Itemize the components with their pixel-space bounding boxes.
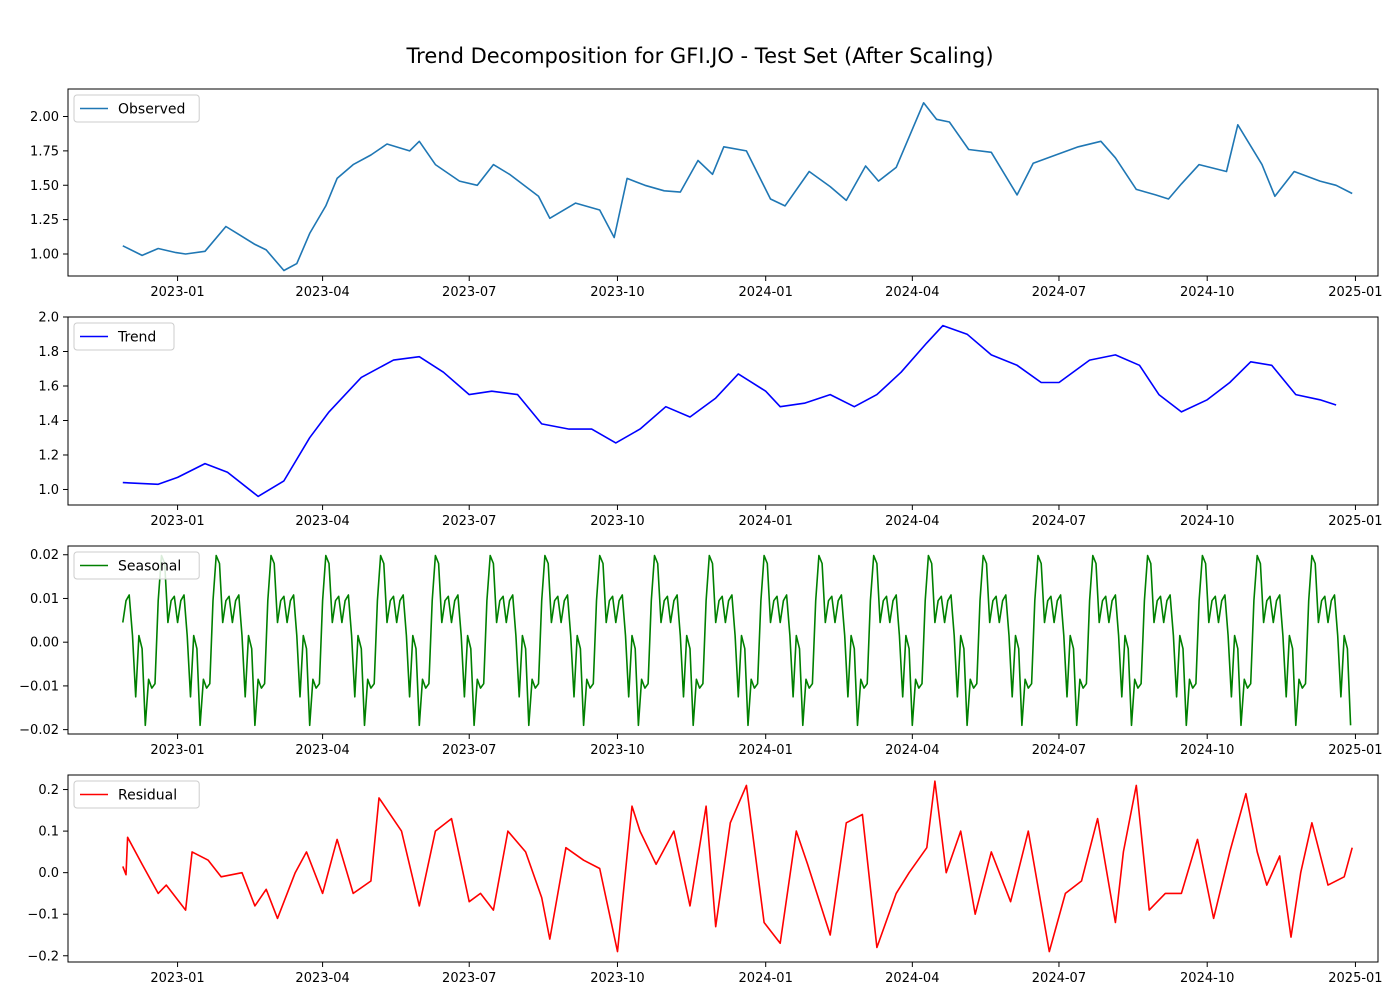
series-line-trend [122, 324, 1337, 498]
x-tick-label: 2024-10 [1180, 514, 1234, 529]
axes-frame [67, 545, 1379, 735]
chart-title: Trend Decomposition for GFI.JO - Test Se… [406, 44, 994, 68]
x-tick-label: 2024-01 [739, 971, 793, 986]
x-tick-label: 2024-07 [1032, 971, 1086, 986]
legend-box [73, 551, 200, 580]
x-tick-label: 2023-10 [590, 971, 644, 986]
x-tick-label: 2024-04 [885, 971, 939, 986]
y-tick-label: −0.2 [27, 949, 59, 964]
legend-label: Trend [117, 330, 156, 346]
axes-frame [67, 316, 1379, 506]
series-line-residual [122, 780, 1353, 953]
x-tick-label: 2023-04 [295, 514, 349, 529]
legend-label: Seasonal [118, 559, 181, 575]
x-tick-label: 2023-04 [295, 285, 349, 300]
x-tick-label: 2024-10 [1180, 971, 1234, 986]
x-tick-label: 2023-07 [442, 971, 496, 986]
x-tick-label: 2024-01 [739, 743, 793, 758]
legend-label: Observed [118, 102, 185, 118]
y-tick-label: 1.8 [38, 345, 59, 360]
y-tick-label: −0.02 [19, 723, 59, 738]
x-tick-label: 2024-04 [885, 514, 939, 529]
legend: Observed [73, 94, 200, 123]
x-tick-label: 2024-01 [739, 514, 793, 529]
subplot-2: 2023-01 2023-04 2023-07 2023-10 2024-01 2024-… [38, 311, 1382, 530]
legend-box [73, 94, 200, 123]
legend: Residual [73, 780, 200, 809]
legend-label: Residual [118, 788, 177, 804]
x-tick-label: 2023-01 [150, 285, 204, 300]
x-tick-label: 2023-01 [150, 743, 204, 758]
x-tick-label: 2024-10 [1180, 285, 1234, 300]
y-tick-label: −0.01 [19, 679, 59, 694]
x-tick-label: 2023-10 [590, 285, 644, 300]
x-tick-label: 2023-01 [150, 971, 204, 986]
subplot-1: 2023-01 2023-04 2023-07 2023-10 2024-01 2024-… [30, 88, 1383, 300]
y-tick-label: 1.25 [30, 213, 59, 228]
legend-box [73, 322, 175, 351]
x-tick-label: 2023-04 [295, 971, 349, 986]
x-tick-label: 2025-01 [1328, 743, 1382, 758]
x-tick-label: 2023-10 [590, 514, 644, 529]
y-tick-label: 1.2 [38, 448, 59, 463]
x-tick-label: 2024-04 [885, 743, 939, 758]
y-tick-label: 0.01 [30, 592, 59, 607]
x-tick-label: 2024-01 [739, 285, 793, 300]
y-tick-label: 1.00 [30, 248, 59, 263]
y-tick-label: 1.4 [38, 414, 59, 429]
y-tick-label: 1.6 [38, 379, 59, 394]
x-tick-label: 2025-01 [1328, 285, 1382, 300]
y-tick-label: 0.00 [30, 636, 59, 651]
x-tick-label: 2024-07 [1032, 514, 1086, 529]
y-tick-label: 0.02 [30, 548, 59, 563]
x-tick-label: 2024-07 [1032, 285, 1086, 300]
x-tick-label: 2024-04 [885, 285, 939, 300]
legend: Seasonal [73, 551, 200, 580]
x-tick-label: 2023-10 [590, 743, 644, 758]
x-tick-label: 2024-07 [1032, 743, 1086, 758]
x-tick-label: 2023-07 [442, 743, 496, 758]
x-tick-label: 2023-01 [150, 514, 204, 529]
x-tick-label: 2025-01 [1328, 514, 1382, 529]
x-tick-label: 2024-10 [1180, 743, 1234, 758]
legend-box [73, 780, 200, 809]
subplot-4: 2023-01 2023-04 2023-07 2023-10 2024-01 2024-… [27, 774, 1383, 986]
y-tick-label: 2.0 [38, 311, 59, 326]
series-line-seasonal [122, 554, 1352, 727]
y-tick-label: 1.0 [38, 483, 59, 498]
x-tick-label: 2023-04 [295, 743, 349, 758]
subplot-3: 2023-01 2023-04 2023-07 2023-10 2024-01 2024-… [19, 545, 1383, 758]
axes-frame [67, 774, 1379, 963]
y-tick-label: 0.1 [38, 825, 59, 840]
y-tick-label: 0.2 [38, 783, 59, 798]
y-tick-label: −0.1 [27, 908, 59, 923]
series-line-observed [122, 102, 1353, 272]
axes-frame [67, 88, 1379, 277]
y-tick-label: 2.00 [30, 110, 59, 125]
x-tick-label: 2023-07 [442, 514, 496, 529]
y-tick-label: 1.50 [30, 179, 59, 194]
x-tick-label: 2023-07 [442, 285, 496, 300]
y-tick-label: 0.0 [38, 866, 59, 881]
legend: Trend [73, 322, 175, 351]
x-tick-label: 2025-01 [1328, 971, 1382, 986]
y-tick-label: 1.75 [30, 144, 59, 159]
